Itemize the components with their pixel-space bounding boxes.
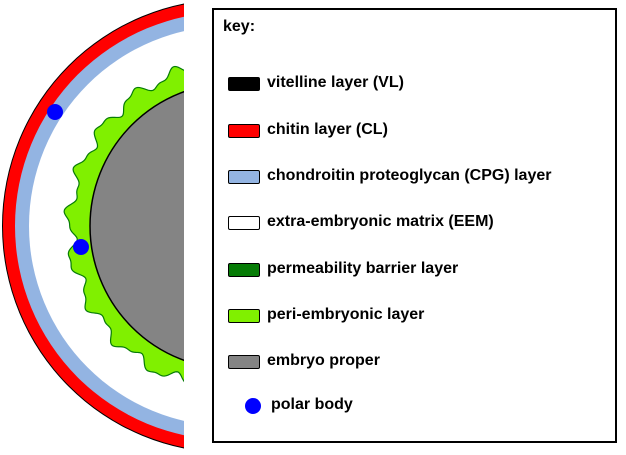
key-item-label: peri-embryonic layer <box>267 306 425 323</box>
vitelline-layer-swatch <box>228 77 260 91</box>
key-title: key: <box>223 18 256 35</box>
key-item-label: chitin layer (CL) <box>267 121 388 138</box>
key-item-embryo-proper: embryo proper <box>214 352 615 374</box>
key-item-peri-embryonic-layer: peri-embryonic layer <box>214 306 615 328</box>
key-item-permeability-barrier-layer: permeability barrier layer <box>214 260 615 282</box>
key-item-label: embryo proper <box>267 352 380 369</box>
key-item-label: vitelline layer (VL) <box>267 74 404 91</box>
embryo-proper-swatch <box>228 355 260 369</box>
egg-cross-section-diagram <box>2 3 184 449</box>
key-item-label: permeability barrier layer <box>267 260 459 277</box>
key-item-label: polar body <box>271 396 353 413</box>
key-item-label: extra-embryonic matrix (EEM) <box>267 213 494 230</box>
cpg-layer-swatch <box>228 170 260 184</box>
key-item-vitelline-layer: vitelline layer (VL) <box>214 74 615 96</box>
embryo-proper <box>89 90 184 362</box>
polar-body-dot-icon <box>245 398 261 414</box>
key-item-label: chondroitin proteoglycan (CPG) layer <box>267 167 552 184</box>
extra-embryonic-matrix-swatch <box>228 216 260 230</box>
polar-body-lower <box>73 239 89 255</box>
chitin-layer-swatch <box>228 124 260 138</box>
key-item-polar-body: polar body <box>214 396 615 418</box>
key-item-chitin-layer: chitin layer (CL) <box>214 121 615 143</box>
key-item-cpg-layer: chondroitin proteoglycan (CPG) layer <box>214 167 615 189</box>
key-item-extra-embryonic-matrix: extra-embryonic matrix (EEM) <box>214 213 615 235</box>
key-legend: key: vitelline layer (VL) chitin layer (… <box>212 8 617 443</box>
peri-embryonic-layer-swatch <box>228 309 260 323</box>
permeability-barrier-layer-swatch <box>228 263 260 277</box>
polar-body-upper <box>47 104 63 120</box>
